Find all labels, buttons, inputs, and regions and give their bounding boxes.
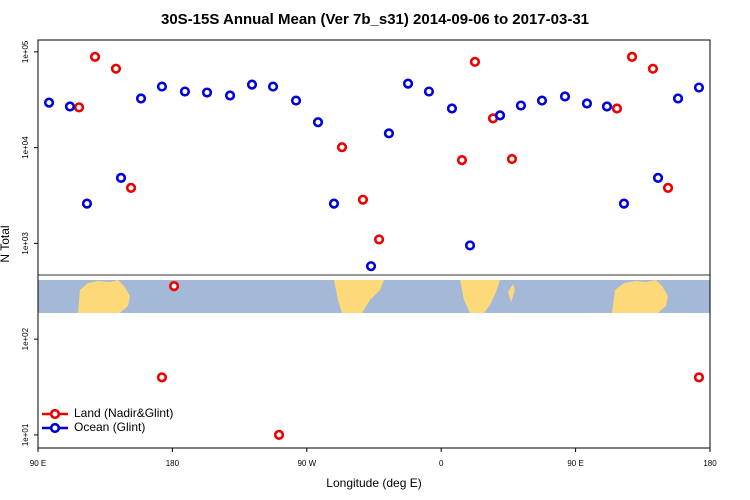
point <box>456 154 468 166</box>
point <box>273 429 285 441</box>
point <box>626 51 638 62</box>
y-tick-label: 1e+04 <box>21 136 30 159</box>
point <box>559 91 571 102</box>
point <box>336 142 348 153</box>
point <box>224 90 236 101</box>
point <box>693 82 705 93</box>
point <box>662 182 674 193</box>
australia <box>612 280 668 313</box>
legend-label: Land (Nadir&Glint) <box>74 406 173 420</box>
point <box>611 103 623 114</box>
point <box>73 102 85 113</box>
point <box>179 86 191 97</box>
australia <box>78 280 130 313</box>
legend-marker <box>49 422 61 434</box>
y-tick-label: 1e+02 <box>21 327 30 350</box>
point <box>267 81 279 92</box>
point <box>312 117 324 128</box>
y-tick-label: 1e+05 <box>21 40 30 63</box>
x-tick-label: 180 <box>703 459 717 468</box>
point <box>156 372 168 383</box>
point <box>365 261 377 272</box>
point <box>156 81 168 92</box>
point <box>618 198 630 209</box>
point <box>464 240 476 251</box>
south-america <box>334 280 384 313</box>
point <box>446 103 458 114</box>
point <box>506 153 518 165</box>
point <box>125 182 137 193</box>
point <box>81 198 93 209</box>
x-tick-label: 90 W <box>297 459 316 468</box>
point <box>201 87 213 98</box>
point <box>115 172 127 183</box>
point <box>43 97 55 108</box>
point <box>328 198 340 209</box>
point <box>652 172 664 183</box>
y-tick-label: 1e+01 <box>21 423 30 446</box>
x-axis-label: Longitude (deg E) <box>326 476 421 490</box>
point <box>672 93 684 104</box>
point <box>647 63 659 74</box>
point <box>64 101 76 112</box>
point <box>135 93 147 104</box>
point <box>357 194 369 205</box>
x-tick-label: 180 <box>166 459 180 468</box>
point <box>693 372 705 383</box>
point <box>110 63 122 74</box>
x-tick-label: 90 E <box>567 459 583 468</box>
point <box>581 98 593 109</box>
x-tick-label: 90 E <box>30 459 46 468</box>
point <box>423 86 435 97</box>
legend-label: Ocean (Glint) <box>74 420 145 434</box>
point <box>469 56 481 67</box>
x-tick-label: 0 <box>439 459 444 468</box>
legend-marker <box>49 408 61 420</box>
point <box>383 128 395 139</box>
point <box>494 110 506 121</box>
point <box>89 51 101 62</box>
point <box>536 95 548 106</box>
point <box>290 95 302 106</box>
point <box>373 234 385 245</box>
y-axis-label: N Total <box>0 225 12 262</box>
point <box>402 78 414 89</box>
africa <box>460 280 500 313</box>
point <box>168 281 180 292</box>
point <box>246 79 258 90</box>
madagascar <box>508 284 515 302</box>
point <box>515 100 527 111</box>
plot-frame <box>37 39 711 449</box>
point <box>601 101 613 112</box>
y-tick-label: 1e+03 <box>21 232 30 255</box>
map-inset <box>38 274 710 313</box>
chart-title: 30S-15S Annual Mean (Ver 7b_s31) 2014-09… <box>161 11 589 28</box>
